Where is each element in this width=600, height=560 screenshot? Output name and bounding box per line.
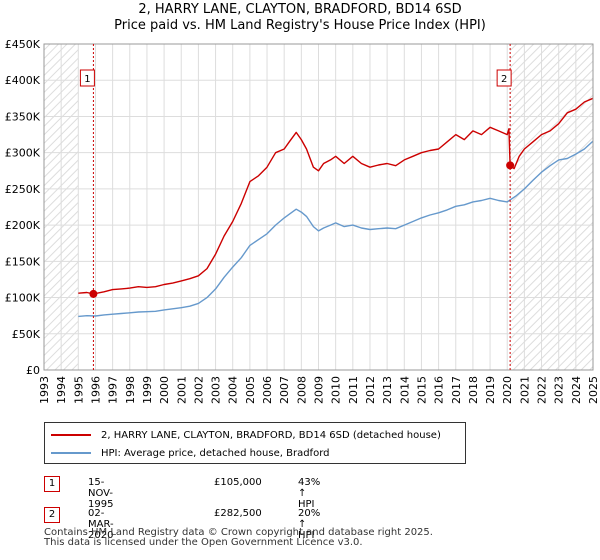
x-tick-label: 2013 — [381, 376, 394, 404]
transaction-number-badge: 1 — [44, 476, 60, 492]
legend-label-property: 2, HARRY LANE, CLAYTON, BRADFORD, BD14 6… — [101, 429, 441, 441]
legend-swatch-hpi — [51, 452, 91, 454]
x-tick-label: 2008 — [295, 376, 308, 404]
x-tick-label: 2017 — [450, 376, 463, 404]
transaction-date: 15-NOV-1995 — [88, 477, 114, 510]
x-tick-label: 2015 — [415, 376, 428, 404]
x-tick-label: 1994 — [55, 376, 68, 404]
transaction-hpi-change: 20% ↑ HPI — [298, 508, 321, 541]
sale-marker-label: 2 — [501, 74, 507, 85]
x-tick-label: 2025 — [587, 376, 600, 404]
footer: Contains HM Land Registry data © Crown c… — [44, 528, 433, 548]
x-tick-label: 2007 — [278, 376, 291, 404]
y-tick-label: £150K — [5, 255, 41, 268]
hpi-line — [78, 140, 594, 318]
x-tick-label: 2019 — [484, 376, 497, 404]
transaction-number-badge: 2 — [44, 507, 60, 523]
hatched-region — [510, 44, 593, 370]
y-tick-label: £400K — [5, 74, 41, 87]
x-tick-label: 1999 — [141, 376, 154, 404]
x-tick-label: 2018 — [467, 376, 480, 404]
x-tick-label: 2005 — [244, 376, 257, 404]
legend-label-hpi: HPI: Average price, detached house, Brad… — [101, 447, 330, 459]
price-chart: £0 £50K £100K £150K £200K £250K £300K £350K £400… — [5, 38, 600, 404]
x-tick-label: 2020 — [501, 376, 514, 404]
y-tick-label: £450K — [5, 38, 41, 51]
transaction-date: 02-MAR-2020 — [88, 508, 114, 541]
y-tick-label: £50K — [12, 328, 41, 341]
x-tick-label: 2003 — [210, 376, 223, 404]
y-tick-label: £100K — [5, 292, 41, 305]
x-tick-label: 2001 — [175, 376, 188, 404]
x-tick-label: 2002 — [192, 376, 205, 404]
transaction-hpi-change: 43% ↑ HPI — [298, 477, 321, 510]
sale-marker-label: 1 — [84, 74, 90, 85]
sale-marker-box — [496, 69, 512, 87]
y-tick-label: £0 — [26, 364, 40, 377]
x-tick-label: 2000 — [158, 376, 171, 404]
x-tick-label: 1997 — [107, 376, 120, 404]
x-tick-label: 1993 — [38, 376, 51, 404]
legend-swatch-property — [51, 434, 91, 436]
footer-copyright: Contains HM Land Registry data © Crown c… — [44, 527, 433, 538]
y-tick-label: £250K — [5, 183, 41, 196]
legend-item-property: 2, HARRY LANE, CLAYTON, BRADFORD, BD14 6… — [45, 426, 441, 444]
x-tick-label: 2014 — [398, 376, 411, 404]
x-tick-label: 1996 — [89, 376, 102, 404]
x-tick-label: 2012 — [364, 376, 377, 404]
sale-marker-box — [79, 69, 95, 87]
y-tick-label: £300K — [5, 147, 41, 160]
plot-frame — [43, 43, 594, 371]
x-tick-label: 2010 — [330, 376, 343, 404]
y-tick-label: £350K — [5, 110, 41, 123]
chart-title-line1: 2, HARRY LANE, CLAYTON, BRADFORD, BD14 6… — [138, 2, 462, 17]
sale-point — [506, 161, 515, 170]
transaction-price: £105,000 — [214, 477, 262, 488]
x-tick-label: 2011 — [347, 376, 360, 404]
sale-point — [89, 289, 98, 298]
x-tick-label: 2022 — [536, 376, 549, 404]
x-tick-label: 1998 — [124, 376, 137, 404]
legend: 2, HARRY LANE, CLAYTON, BRADFORD, BD14 6… — [44, 422, 466, 464]
x-tick-label: 2006 — [261, 376, 274, 404]
legend-item-hpi: HPI: Average price, detached house, Brad… — [45, 444, 329, 462]
y-tick-label: £200K — [5, 219, 41, 232]
chart-title-line2: Price paid vs. HM Land Registry's House … — [114, 18, 486, 33]
x-tick-label: 2023 — [553, 376, 566, 404]
x-tick-label: 2021 — [518, 376, 531, 404]
x-tick-label: 2024 — [570, 376, 583, 404]
x-tick-label: 1995 — [72, 376, 85, 404]
x-tick-label: 2016 — [433, 376, 446, 404]
transaction-price: £282,500 — [214, 508, 262, 519]
x-tick-label: 2009 — [313, 376, 326, 404]
footer-licence: This data is licensed under the Open Gov… — [44, 537, 363, 548]
x-tick-label: 2004 — [227, 376, 240, 404]
